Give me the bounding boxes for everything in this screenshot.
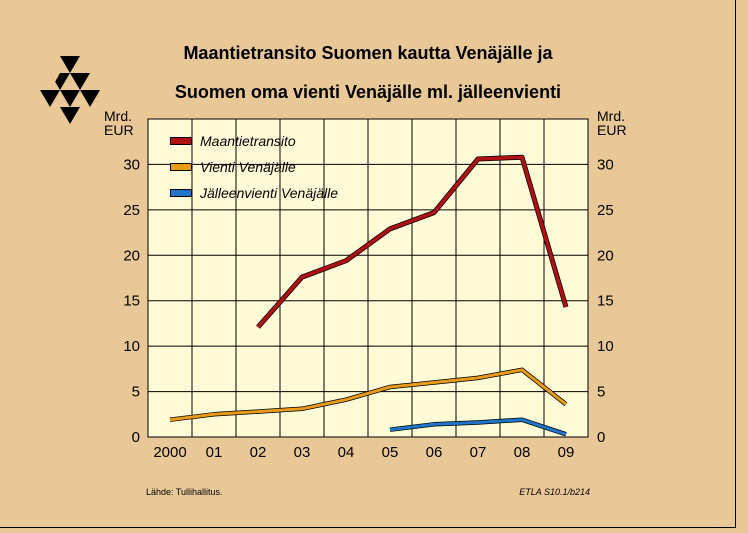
- x-tick-label: 02: [250, 444, 267, 461]
- y-tick-label-left: 10: [123, 338, 140, 355]
- y-tick-label-left: 15: [123, 293, 140, 310]
- x-tick-label: 08: [514, 444, 531, 461]
- legend: Maantietransito Vienti Venäjälle Jälleenvi…: [170, 133, 338, 201]
- y-tick-label-right: 0: [597, 429, 605, 446]
- x-tick-label: 04: [338, 444, 355, 461]
- x-tick-label: 2000: [153, 444, 186, 461]
- x-axis-ticks: 2000 01 02 03 04 05 06 07 08 09: [153, 444, 574, 461]
- legend-label: Maantietransito: [200, 133, 296, 149]
- y-tick-label-left: 0: [132, 429, 140, 446]
- chart-frame: Maantietransito Suomen kautta Venäjälle …: [0, 0, 736, 528]
- series-line: [256, 155, 568, 329]
- legend-swatch: [171, 138, 191, 144]
- x-tick-label: 09: [558, 444, 575, 461]
- x-tick-label: 03: [294, 444, 311, 461]
- y-tick-label-right: 25: [597, 202, 614, 219]
- y-unit-left-line-1: Mrd.: [104, 108, 132, 124]
- x-tick-label: 07: [470, 444, 487, 461]
- y-tick-label-left: 25: [123, 202, 140, 219]
- series-line: [389, 418, 567, 436]
- chart-svg: Maantietransito Suomen kautta Venäjälle …: [40, 43, 627, 497]
- y-tick-label-right: 15: [597, 293, 614, 310]
- y-tick-label-left: 5: [132, 384, 140, 401]
- y-unit-right-line-1: Mrd.: [597, 108, 625, 124]
- y-unit-left-line-2: EUR: [104, 122, 134, 138]
- source-note: Lähde: Tullihallitus.: [146, 487, 223, 497]
- etla-logo: [40, 56, 100, 124]
- series-line: [169, 368, 567, 422]
- legend-label: Jälleenvienti Venäjälle: [199, 185, 338, 201]
- y-tick-label-right: 10: [597, 338, 614, 355]
- legend-swatch: [171, 164, 191, 170]
- chart-code: ETLA S10.1/b214: [519, 487, 590, 497]
- y-tick-label-right: 5: [597, 384, 605, 401]
- y-axis-ticks: 0 0 5 5 10 10 15 15 20 20 25 25 30 30: [123, 156, 613, 446]
- chart-title-line-2: Suomen oma vienti Venäjälle ml. jälleenv…: [175, 82, 561, 102]
- legend-label: Vienti Venäjälle: [200, 159, 296, 175]
- x-tick-label: 06: [426, 444, 443, 461]
- y-tick-label-right: 30: [597, 156, 614, 173]
- y-tick-label-right: 20: [597, 247, 614, 264]
- y-tick-label-left: 30: [123, 156, 140, 173]
- legend-swatch: [171, 190, 191, 196]
- chart-title-line-1: Maantietransito Suomen kautta Venäjälle …: [183, 43, 553, 63]
- series-lines: [169, 154, 569, 437]
- x-tick-label: 05: [382, 444, 399, 461]
- x-tick-label: 01: [206, 444, 223, 461]
- y-unit-right-line-2: EUR: [597, 122, 627, 138]
- y-tick-label-left: 20: [123, 247, 140, 264]
